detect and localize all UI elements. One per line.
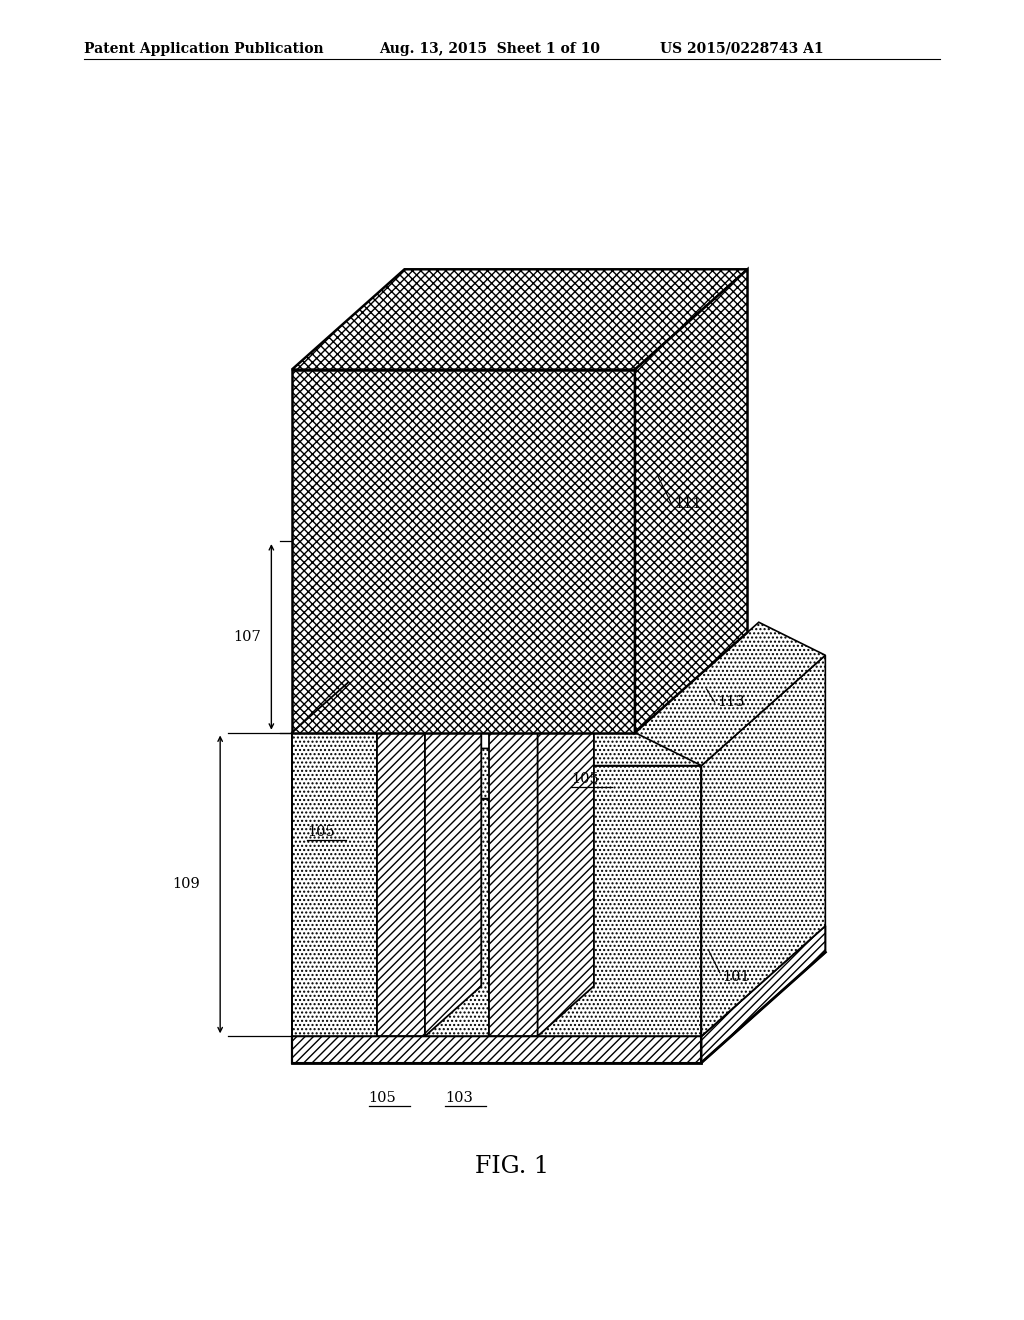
Polygon shape [701, 925, 825, 1063]
Polygon shape [292, 1036, 701, 1063]
Polygon shape [377, 475, 481, 525]
Text: Patent Application Publication: Patent Application Publication [84, 42, 324, 55]
Polygon shape [489, 520, 594, 570]
Polygon shape [538, 766, 701, 1036]
Text: 103: 103 [445, 1092, 473, 1105]
Polygon shape [635, 622, 825, 766]
Polygon shape [292, 733, 377, 1036]
Polygon shape [538, 520, 594, 1036]
Text: 105: 105 [307, 825, 335, 838]
Text: 105: 105 [571, 772, 599, 785]
Polygon shape [425, 799, 489, 1036]
Polygon shape [425, 748, 546, 799]
Polygon shape [425, 491, 481, 1036]
Polygon shape [377, 682, 433, 1036]
Polygon shape [701, 715, 758, 1036]
Text: 111: 111 [674, 498, 701, 511]
Text: FIG. 1: FIG. 1 [475, 1155, 549, 1179]
Polygon shape [292, 370, 635, 733]
Polygon shape [292, 925, 825, 1036]
Polygon shape [489, 570, 538, 1036]
Text: US 2015/0228743 A1: US 2015/0228743 A1 [660, 42, 824, 55]
Text: 101: 101 [722, 970, 750, 983]
Text: 107: 107 [233, 630, 261, 644]
Polygon shape [489, 748, 546, 1036]
Polygon shape [377, 491, 481, 541]
Polygon shape [377, 525, 425, 541]
Polygon shape [292, 269, 748, 370]
Text: 105: 105 [369, 1092, 396, 1105]
Polygon shape [538, 715, 758, 766]
Text: Aug. 13, 2015  Sheet 1 of 10: Aug. 13, 2015 Sheet 1 of 10 [379, 42, 600, 55]
Polygon shape [489, 554, 538, 570]
Polygon shape [701, 655, 825, 1036]
Polygon shape [377, 541, 425, 1036]
Polygon shape [292, 682, 433, 733]
Polygon shape [635, 269, 748, 733]
Polygon shape [489, 504, 594, 554]
Text: 113: 113 [717, 696, 744, 709]
Text: 109: 109 [172, 878, 200, 891]
